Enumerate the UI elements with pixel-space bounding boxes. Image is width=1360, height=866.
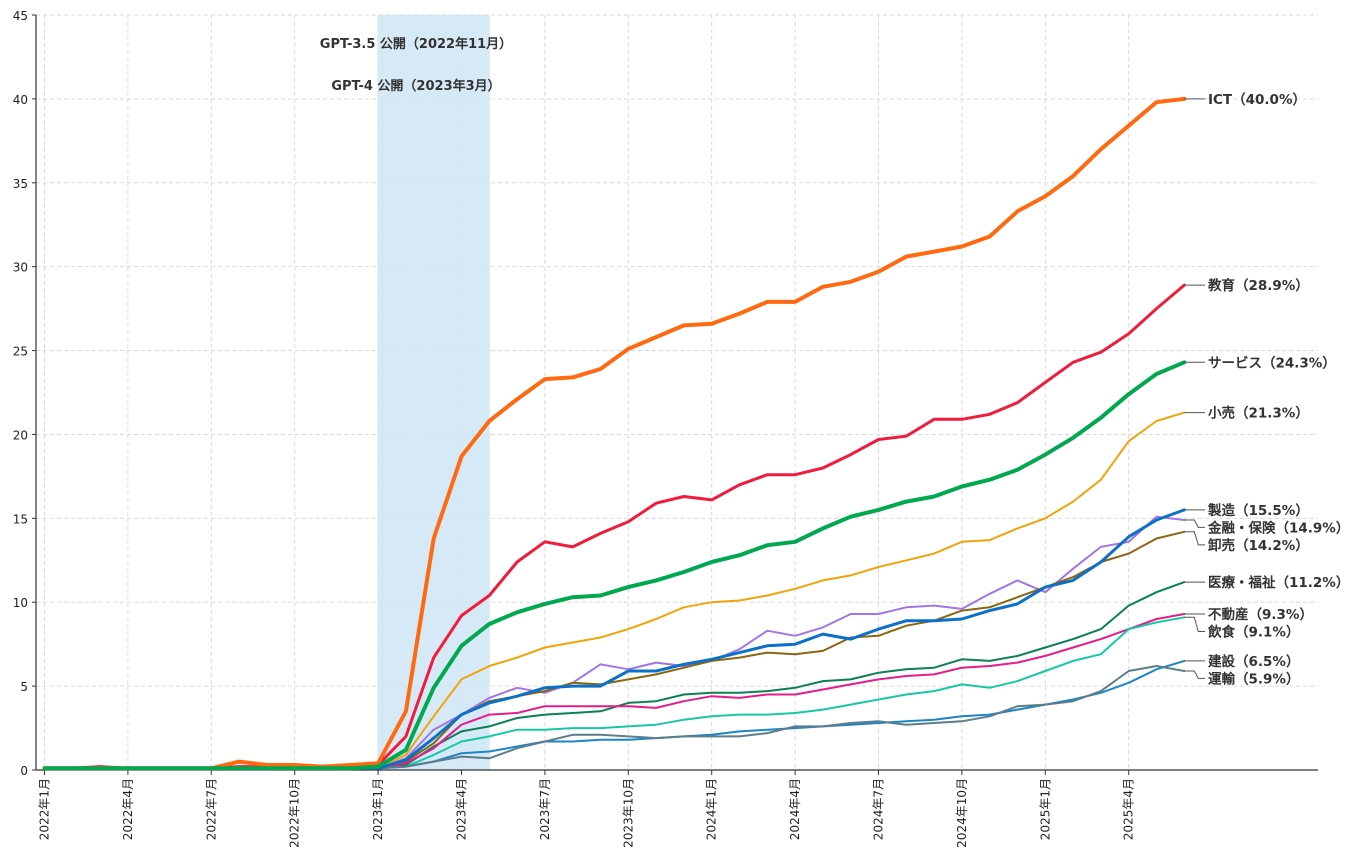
x-tick-label: 2024年1月 <box>705 778 719 840</box>
label-leader-line <box>1184 616 1205 632</box>
series-label-1: 教育（28.9%） <box>1208 277 1309 294</box>
x-tick-label: 2023年10月 <box>621 778 635 848</box>
series-label-0: ICT（40.0%） <box>1208 92 1306 108</box>
series-label-10: 建設（6.5%） <box>1207 653 1299 670</box>
x-tick-label: 2025年1月 <box>1038 778 1052 840</box>
series-label-11: 運輸（5.9%） <box>1208 670 1299 687</box>
label-leader-line <box>1184 531 1205 546</box>
series-label-3: 小売（21.3%） <box>1208 405 1309 422</box>
series-line-9 <box>43 616 1186 770</box>
series-line-8 <box>43 613 1186 770</box>
x-tick-label: 2024年7月 <box>872 778 886 840</box>
x-tick-label: 2022年7月 <box>204 778 218 840</box>
y-tick-label: 15 <box>13 512 28 526</box>
x-tick-label: 2023年4月 <box>455 778 469 840</box>
series-line-5 <box>43 515 1186 770</box>
series-label-2: サービス（24.3%） <box>1208 355 1336 371</box>
series-label-8: 不動産（9.3%） <box>1208 606 1313 623</box>
y-tick-label: 25 <box>13 345 28 359</box>
x-tick-label: 2023年7月 <box>538 778 552 840</box>
gridlines <box>36 14 1318 770</box>
release-period-band <box>377 15 490 770</box>
series-lines <box>42 96 1187 771</box>
series-label-7: 医療・福祉（11.2%） <box>1208 574 1349 591</box>
series-line-6 <box>43 530 1186 770</box>
annotation-gpt35: GPT-3.5 公開（2022年11月） <box>320 36 512 52</box>
y-tick-label: 0 <box>20 764 28 778</box>
series-label-4: 製造（15.5%） <box>1207 502 1309 519</box>
series-label-5: 金融・保険（14.9%） <box>1207 519 1349 536</box>
x-tick-label: 2022年1月 <box>38 778 52 840</box>
series-line-2 <box>42 360 1187 771</box>
y-tick-label: 40 <box>13 93 28 107</box>
series-line-4 <box>43 508 1186 770</box>
y-tick-label: 35 <box>13 177 28 191</box>
y-tick-label: 20 <box>13 428 28 442</box>
x-tick-label: 2024年10月 <box>955 778 969 848</box>
x-tick-label: 2022年4月 <box>121 778 135 840</box>
label-leader-line <box>1184 670 1205 679</box>
y-tick-label: 30 <box>13 261 28 275</box>
x-tick-label: 2023年1月 <box>371 778 385 840</box>
x-tick-label: 2022年10月 <box>288 778 302 848</box>
axes: 0 5 10 15 20 25 30 35 40 45 2022年1月 2022年4月 2022年7月 2… <box>13 9 1318 848</box>
y-tick-label: 10 <box>13 596 28 610</box>
x-tick-label: 2024年4月 <box>788 778 802 840</box>
y-tick-label: 45 <box>13 9 28 23</box>
y-tick-label: 5 <box>20 680 28 694</box>
label-leader-line <box>1184 519 1205 528</box>
annotation-gpt4: GPT-4 公開（2023年3月） <box>331 78 500 94</box>
series-label-6: 卸売（14.2%） <box>1208 537 1309 554</box>
series-end-labels: ICT（40.0%） 教育（28.9%） サービス（24.3%） 小売（21.3%） 製… <box>1184 92 1349 687</box>
x-tick-label: 2025年4月 <box>1122 778 1136 840</box>
series-line-0 <box>42 96 1187 771</box>
shaded-band <box>377 15 490 770</box>
annotations: GPT-3.5 公開（2022年11月） GPT-4 公開（2023年3月） <box>320 36 512 94</box>
series-label-9: 飲食（9.1%） <box>1207 624 1299 641</box>
